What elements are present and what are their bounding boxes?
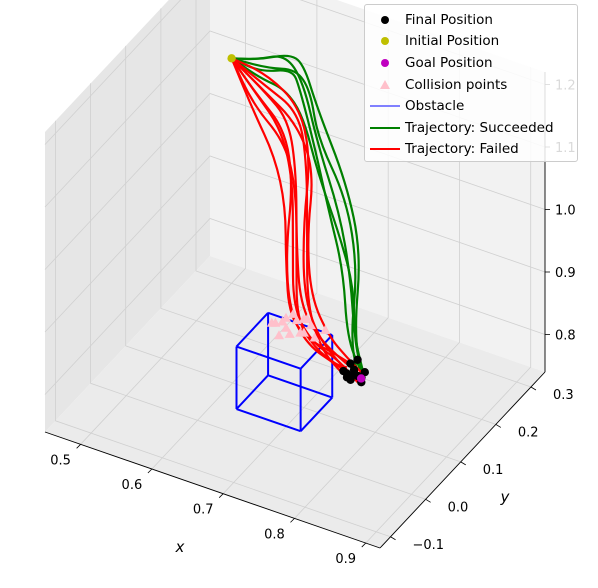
failed-trajectory	[230, 57, 355, 377]
x-tick-label: 0.6	[122, 478, 143, 493]
z-grid-line	[44, 155, 546, 333]
obstacle-edge	[235, 312, 269, 348]
x-tick-mark	[361, 542, 367, 548]
x-tick-mark	[290, 518, 295, 523]
collision-point	[274, 330, 284, 340]
obstacle-box	[235, 311, 334, 433]
z-tick-label: 0.9	[555, 266, 576, 281]
legend-label: Initial Position	[405, 33, 500, 50]
x-axis-line	[44, 431, 381, 549]
y-tick-mark	[460, 461, 466, 466]
x-tick-mark	[218, 493, 224, 498]
legend-entry: Collision points	[365, 74, 577, 96]
legend-marker-icon	[365, 53, 405, 73]
y-grid-line	[90, 83, 426, 500]
start-goal-markers	[227, 54, 366, 383]
collision-point	[284, 328, 295, 338]
y-grid-line	[125, 45, 461, 463]
legend-label: Goal Position	[405, 54, 493, 71]
x-tick-label: 0.7	[193, 503, 214, 518]
y-tick-mark	[425, 498, 431, 503]
obstacle-edge	[236, 408, 301, 433]
collision-point	[281, 322, 292, 332]
y-tick-label: −0.1	[413, 538, 445, 553]
succeeded-trajectory	[230, 57, 366, 379]
final-position-point	[346, 359, 355, 368]
y-grid-line	[55, 120, 391, 538]
initial-position-point	[227, 54, 236, 63]
y-tick-label: 0.3	[553, 388, 574, 403]
obstacle-edge	[299, 396, 333, 432]
final-position-point	[339, 366, 348, 376]
z-tick-label: 1.0	[555, 204, 576, 219]
goal-position-point	[356, 374, 366, 383]
y-grid-line	[195, 0, 532, 388]
legend-label: Trajectory: Succeeded	[405, 119, 554, 136]
failed-trajectory	[230, 57, 351, 365]
x-tick-mark	[147, 468, 153, 474]
collision-point	[298, 313, 309, 323]
succeeded-trajectory	[231, 55, 366, 379]
z-grid-line	[44, 93, 546, 270]
failed-trajectory	[230, 57, 362, 373]
legend-label: Trajectory: Failed	[405, 141, 519, 158]
final-position-point	[360, 367, 369, 377]
legend-marker-icon	[365, 10, 405, 30]
legend-entry: Trajectory: Succeeded	[365, 117, 577, 139]
legend-marker-icon	[365, 96, 405, 116]
legend-label: Collision points	[405, 76, 508, 93]
grid-lines	[44, 0, 546, 544]
y-tick-label: 0.1	[483, 463, 504, 478]
legend-marker-icon	[365, 31, 405, 51]
collision-point	[281, 312, 291, 322]
legend: Final Position Initial Position Goal Posit…	[364, 4, 578, 162]
legend-entry: Goal Position	[365, 52, 577, 74]
legend-label: Obstacle	[405, 98, 465, 115]
collision-point	[309, 332, 320, 342]
y-tick-mark	[495, 424, 502, 428]
failed-trajectory	[231, 57, 359, 383]
y-tick-mark	[530, 386, 537, 391]
collision-point	[291, 315, 302, 325]
failed-trajectory	[230, 57, 348, 369]
failed-trajectories	[230, 57, 362, 383]
legend-marker-icon	[365, 139, 405, 159]
legend-marker-icon	[365, 118, 405, 138]
x-tick-mark	[76, 444, 81, 449]
x-grid-line	[365, 67, 532, 544]
x-tick-label: 0.8	[264, 527, 285, 542]
x-axis-label: x	[175, 538, 185, 556]
legend-entry: Obstacle	[365, 95, 577, 117]
final-position-point	[353, 355, 362, 364]
y-tick-label: 0.0	[448, 500, 469, 515]
collision-points	[266, 308, 331, 342]
y-axis-label: y	[500, 488, 511, 506]
final-position-point	[349, 369, 359, 378]
z-grid-line	[44, 218, 546, 395]
x-tick-label: 0.9	[335, 552, 356, 567]
collision-point	[298, 327, 309, 337]
collision-point	[320, 325, 331, 334]
z-tick-label: 0.8	[555, 329, 576, 344]
legend-entry: Final Position	[365, 9, 577, 31]
collision-point	[288, 308, 299, 318]
y-tick-mark	[390, 536, 396, 541]
x-tick-label: 0.5	[50, 453, 71, 468]
legend-entry: Initial Position	[365, 31, 577, 53]
final-position-point	[342, 373, 352, 382]
y-tick-label: 0.2	[518, 425, 539, 440]
x-grid-line	[151, 0, 318, 470]
y-axis-line	[379, 371, 546, 549]
succeeded-trajectory	[231, 57, 359, 377]
collision-point	[306, 320, 316, 330]
left-pane	[45, 0, 210, 432]
legend-marker-icon	[365, 75, 405, 95]
y-grid-line	[160, 8, 497, 425]
collision-point	[266, 317, 277, 327]
obstacle-edge	[235, 374, 269, 410]
legend-label: Final Position	[405, 11, 493, 28]
legend-entry: Trajectory: Failed	[365, 139, 577, 161]
